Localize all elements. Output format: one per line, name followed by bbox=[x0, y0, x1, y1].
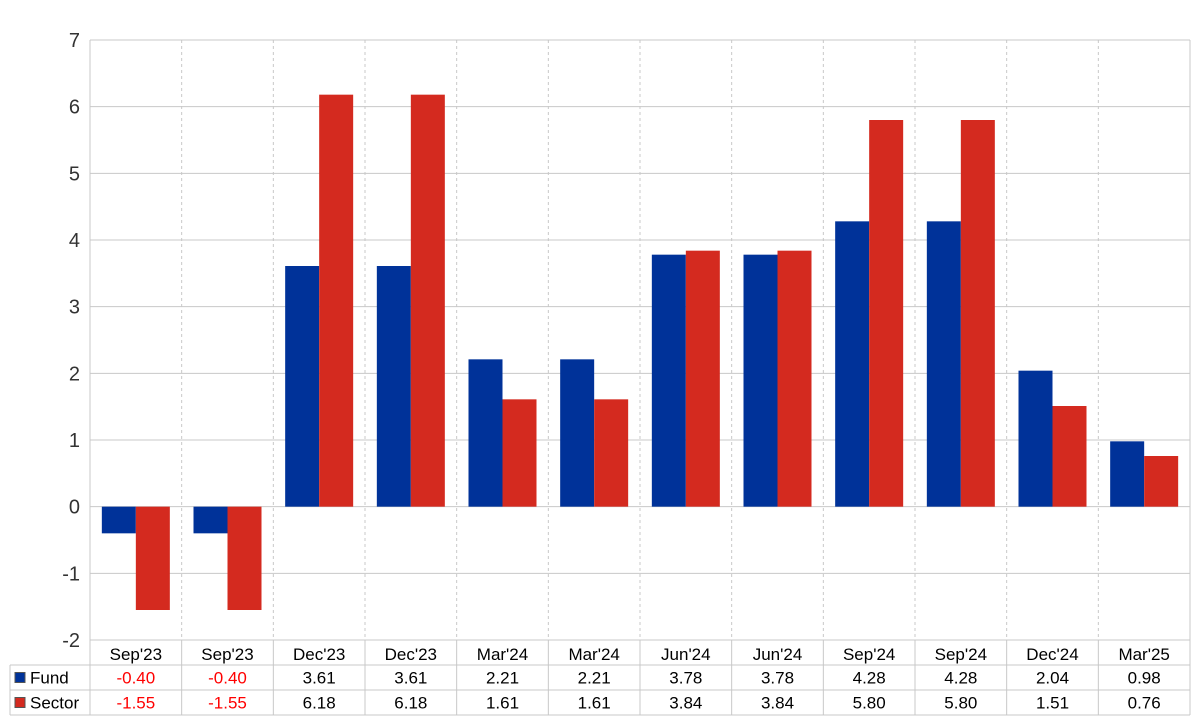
x-tick-label: Dec'23 bbox=[293, 645, 345, 664]
bar-fund bbox=[376, 266, 411, 507]
bar-sector bbox=[319, 94, 354, 507]
y-tick-label: 5 bbox=[69, 163, 80, 185]
x-tick-label: Dec'23 bbox=[385, 645, 437, 664]
data-label-sector: 6.18 bbox=[394, 694, 427, 713]
x-tick-label: Sep'23 bbox=[201, 645, 253, 664]
x-tick-label: Mar'25 bbox=[1118, 645, 1169, 664]
data-label-sector: 5.80 bbox=[853, 694, 886, 713]
y-tick-label: 6 bbox=[69, 97, 80, 119]
bar-fund bbox=[285, 266, 320, 507]
legend-label-fund: Fund bbox=[30, 669, 69, 688]
bar-sector bbox=[960, 120, 995, 507]
data-label-sector: 1.61 bbox=[486, 694, 519, 713]
data-label-fund: 3.61 bbox=[303, 669, 336, 688]
y-tick-label: 2 bbox=[69, 363, 80, 385]
data-label-fund: 2.21 bbox=[486, 669, 519, 688]
data-label-sector: 6.18 bbox=[303, 694, 336, 713]
y-tick-label: -1 bbox=[62, 563, 80, 585]
legend-swatch-sector bbox=[14, 697, 26, 708]
data-label-fund: -0.40 bbox=[208, 669, 247, 688]
y-tick-label: 4 bbox=[69, 230, 80, 252]
data-label-sector: 5.80 bbox=[944, 694, 977, 713]
x-tick-label: Dec'24 bbox=[1026, 645, 1078, 664]
bar-fund bbox=[651, 254, 686, 507]
data-label-sector: 0.76 bbox=[1128, 694, 1161, 713]
data-label-sector: 3.84 bbox=[669, 694, 702, 713]
bar-fund bbox=[560, 359, 595, 507]
bar-sector bbox=[1144, 456, 1179, 507]
x-tick-label: Mar'24 bbox=[568, 645, 619, 664]
bar-sector bbox=[869, 120, 904, 507]
data-label-sector: -1.55 bbox=[208, 694, 247, 713]
x-tick-label: Sep'24 bbox=[843, 645, 895, 664]
bar-fund bbox=[468, 359, 503, 507]
bar-sector bbox=[135, 506, 170, 610]
bar-sector bbox=[777, 250, 812, 507]
data-label-fund: 0.98 bbox=[1128, 669, 1161, 688]
bar-fund bbox=[193, 506, 228, 534]
data-label-sector: 1.61 bbox=[578, 694, 611, 713]
legend-label-sector: Sector bbox=[30, 694, 79, 713]
data-label-sector: -1.55 bbox=[116, 694, 155, 713]
bar-sector bbox=[685, 250, 720, 507]
data-label-fund: 4.28 bbox=[944, 669, 977, 688]
y-tick-label: 3 bbox=[69, 297, 80, 319]
legend-swatch-fund bbox=[14, 672, 26, 683]
bar-sector bbox=[594, 399, 629, 507]
data-label-fund: -0.40 bbox=[116, 669, 155, 688]
x-tick-label: Sep'23 bbox=[110, 645, 162, 664]
bar-fund bbox=[1110, 441, 1145, 507]
y-tick-label: -2 bbox=[62, 630, 80, 652]
x-tick-label: Sep'24 bbox=[935, 645, 987, 664]
bar-fund bbox=[835, 221, 870, 507]
data-label-sector: 3.84 bbox=[761, 694, 794, 713]
bar-sector bbox=[1052, 406, 1087, 507]
x-tick-label: Jun'24 bbox=[753, 645, 803, 664]
data-label-fund: 4.28 bbox=[853, 669, 886, 688]
data-label-fund: 3.78 bbox=[669, 669, 702, 688]
x-tick-label: Jun'24 bbox=[661, 645, 711, 664]
data-label-fund: 2.04 bbox=[1036, 669, 1069, 688]
x-tick-label: Mar'24 bbox=[477, 645, 528, 664]
bar-sector bbox=[410, 94, 445, 507]
data-label-fund: 2.21 bbox=[578, 669, 611, 688]
data-label-sector: 1.51 bbox=[1036, 694, 1069, 713]
data-label-fund: 3.78 bbox=[761, 669, 794, 688]
bar-sector bbox=[227, 506, 262, 610]
y-tick-label: 7 bbox=[69, 30, 80, 52]
bar-sector bbox=[502, 399, 537, 507]
data-label-fund: 3.61 bbox=[394, 669, 427, 688]
bar-fund bbox=[743, 254, 778, 507]
bar-fund bbox=[1018, 370, 1053, 507]
y-tick-label: 0 bbox=[69, 497, 80, 519]
y-tick-label: 1 bbox=[69, 430, 80, 452]
bar-fund bbox=[101, 506, 136, 534]
bar-fund bbox=[926, 221, 961, 507]
